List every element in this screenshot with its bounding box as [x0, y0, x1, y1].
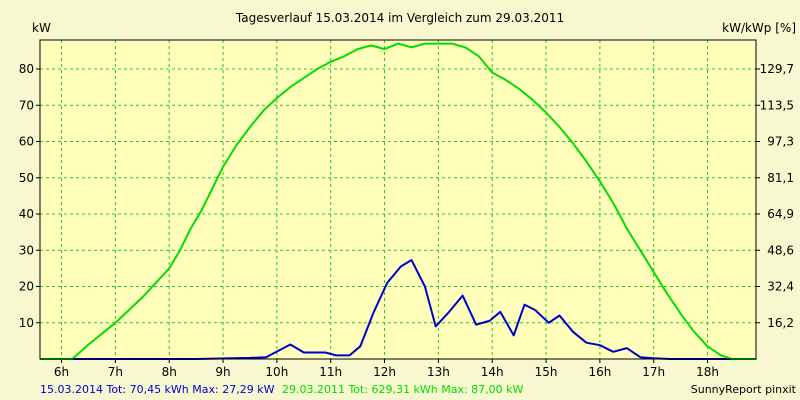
credit-text: SunnyReport pinxit [691, 383, 797, 396]
legend-text: 15.03.2014 Tot: 70,45 kWh Max: 27,29 kW … [40, 383, 524, 396]
y-tick-label-right: 16,2 [767, 316, 794, 330]
series-line-29.03.2011 [40, 42, 756, 360]
y-tick-label-left: 60 [19, 135, 34, 149]
y-tick-label-left: 50 [19, 171, 34, 185]
grid-lines [40, 40, 756, 359]
y-tick-label-right: 129,7 [760, 62, 794, 76]
y-axis-right-label: kW/kWp [%] [722, 21, 796, 35]
y-tick-label-right: 113,5 [760, 98, 794, 112]
x-tick-label: 10h [265, 365, 288, 379]
plot-area [40, 40, 756, 359]
legend-entry-2014: 15.03.2014 Tot: 70,45 kWh Max: 27,29 kW [40, 383, 275, 396]
y-tick-label-left: 20 [19, 280, 34, 294]
x-tick-label: 14h [481, 365, 504, 379]
y-tick-label-left: 10 [19, 316, 34, 330]
plot-frame [39, 39, 757, 360]
y-tick-label-left: 70 [19, 98, 34, 112]
x-tick-label: 9h [215, 365, 230, 379]
tick-labels: 6h 7h 8h 9h 10h 11h 12h 13h 14h 15h 16h 17h 18h 10 20 3… [19, 62, 794, 379]
x-tick-label: 11h [319, 365, 342, 379]
x-tick-label: 12h [373, 365, 396, 379]
series-lines [40, 42, 756, 360]
chart-title: Tagesverlauf 15.03.2014 im Vergleich zum… [235, 11, 564, 25]
x-tick-label: 13h [427, 365, 450, 379]
series-line-15.03.2014 [40, 259, 756, 360]
y-tick-label-right: 81,1 [767, 171, 794, 185]
y-tick-label-right: 32,4 [767, 280, 794, 294]
x-tick-label: 7h [108, 365, 123, 379]
y-tick-label-right: 97,3 [767, 135, 794, 149]
legend-entry-2011: 29.03.2011 Tot: 629,31 kWh Max: 87,00 kW [282, 383, 524, 396]
x-tick-label: 15h [535, 365, 558, 379]
y-tick-label-right: 64,9 [767, 207, 794, 221]
y-tick-label-right: 48,6 [767, 243, 794, 257]
x-tick-label: 6h [54, 365, 69, 379]
x-tick-label: 16h [588, 365, 611, 379]
x-tick-label: 8h [162, 365, 177, 379]
y-tick-label-left: 40 [19, 207, 34, 221]
y-axis-left-label: kW [32, 21, 51, 35]
x-tick-label: 18h [696, 365, 719, 379]
x-tick-label: 17h [642, 365, 665, 379]
y-tick-label-left: 80 [19, 62, 34, 76]
y-tick-label-left: 30 [19, 243, 34, 257]
